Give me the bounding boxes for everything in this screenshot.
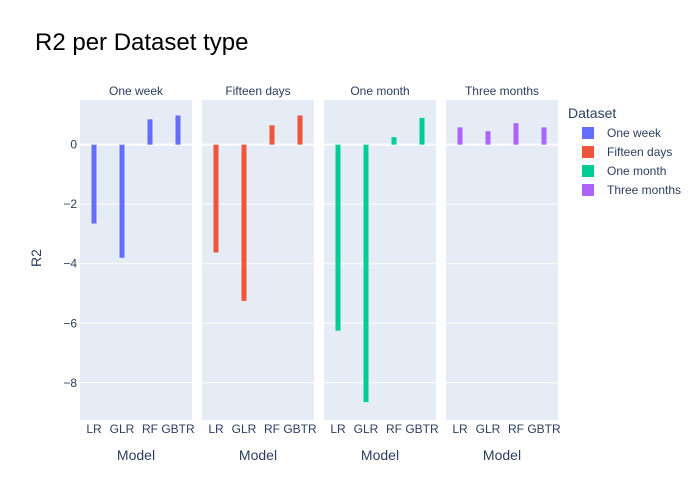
plot-background — [446, 100, 558, 420]
legend-item[interactable]: One week — [582, 126, 662, 140]
x-tick-label: RF — [264, 422, 280, 436]
plot-background — [202, 100, 314, 420]
bar[interactable] — [175, 115, 181, 145]
y-tick-label: −8 — [63, 376, 77, 390]
x-axis-title: Model — [361, 447, 399, 463]
y-tick-label: −4 — [63, 257, 77, 271]
chart-title: R2 per Dataset type — [35, 29, 248, 56]
bar[interactable] — [119, 144, 125, 258]
plot-background — [80, 100, 192, 420]
facet-panel: One month LR GLR RF GBTR Model — [324, 84, 439, 463]
legend-item[interactable]: One month — [582, 164, 666, 178]
legend-swatch — [582, 127, 594, 139]
x-tick-label: GBTR — [283, 422, 317, 436]
legend-label: Three months — [607, 183, 681, 197]
x-tick-label: LR — [86, 422, 102, 436]
facet-title: Three months — [465, 84, 539, 98]
legend-item[interactable]: Three months — [582, 183, 681, 197]
x-axis-title: Model — [239, 447, 277, 463]
bar[interactable] — [269, 125, 275, 145]
x-tick-label: GBTR — [161, 422, 195, 436]
bar[interactable] — [91, 144, 97, 224]
x-tick-label: GLR — [110, 422, 135, 436]
legend-label: One month — [607, 164, 666, 178]
legend-items[interactable]: One week Fifteen days One month Three month… — [582, 126, 681, 197]
bar[interactable] — [147, 119, 153, 145]
bar[interactable] — [513, 123, 519, 145]
x-tick-label: LR — [452, 422, 468, 436]
x-tick-label: GBTR — [405, 422, 439, 436]
legend-item[interactable]: Fifteen days — [582, 145, 672, 159]
legend-title: Dataset — [568, 105, 616, 121]
x-tick-label: GBTR — [527, 422, 561, 436]
plot-background — [324, 100, 436, 420]
facet-title: One month — [350, 84, 409, 98]
facet-title: Fifteen days — [225, 84, 290, 98]
bar[interactable] — [541, 127, 547, 145]
x-tick-label: RF — [508, 422, 524, 436]
legend-swatch — [582, 184, 594, 196]
legend-label: One week — [607, 126, 662, 140]
x-tick-label: RF — [142, 422, 158, 436]
x-axis-title: Model — [117, 447, 155, 463]
legend-swatch — [582, 146, 594, 158]
y-axis-ticks: 0 −2 −4 −6 −8 — [63, 138, 77, 390]
y-axis-title: R2 — [28, 249, 44, 267]
x-tick-label: LR — [330, 422, 346, 436]
bar[interactable] — [485, 131, 491, 145]
y-tick-label: −2 — [63, 197, 77, 211]
bar[interactable] — [457, 127, 463, 145]
bar[interactable] — [363, 144, 369, 403]
x-tick-label: GLR — [232, 422, 257, 436]
x-tick-label: RF — [386, 422, 402, 436]
legend-label: Fifteen days — [607, 145, 672, 159]
bar[interactable] — [297, 115, 303, 145]
facet-panel: One week LR GLR RF GBTR Model — [80, 84, 195, 463]
bar[interactable] — [391, 137, 397, 145]
bar[interactable] — [335, 144, 341, 331]
x-axis-title: Model — [483, 447, 521, 463]
bar[interactable] — [213, 144, 219, 253]
x-tick-label: LR — [208, 422, 224, 436]
y-tick-label: 0 — [70, 138, 77, 152]
facet-panel: Three months LR GLR RF GBTR Model — [446, 84, 561, 463]
bar[interactable] — [419, 117, 425, 145]
legend-swatch — [582, 165, 594, 177]
legend[interactable]: Dataset One week Fifteen days One month Thr… — [568, 105, 681, 197]
x-tick-label: GLR — [354, 422, 379, 436]
facet-panel: Fifteen days LR GLR RF GBTR Model — [202, 84, 317, 463]
facet-title: One week — [109, 84, 164, 98]
x-tick-label: GLR — [476, 422, 501, 436]
y-tick-label: −6 — [63, 316, 77, 330]
bar[interactable] — [241, 144, 247, 301]
